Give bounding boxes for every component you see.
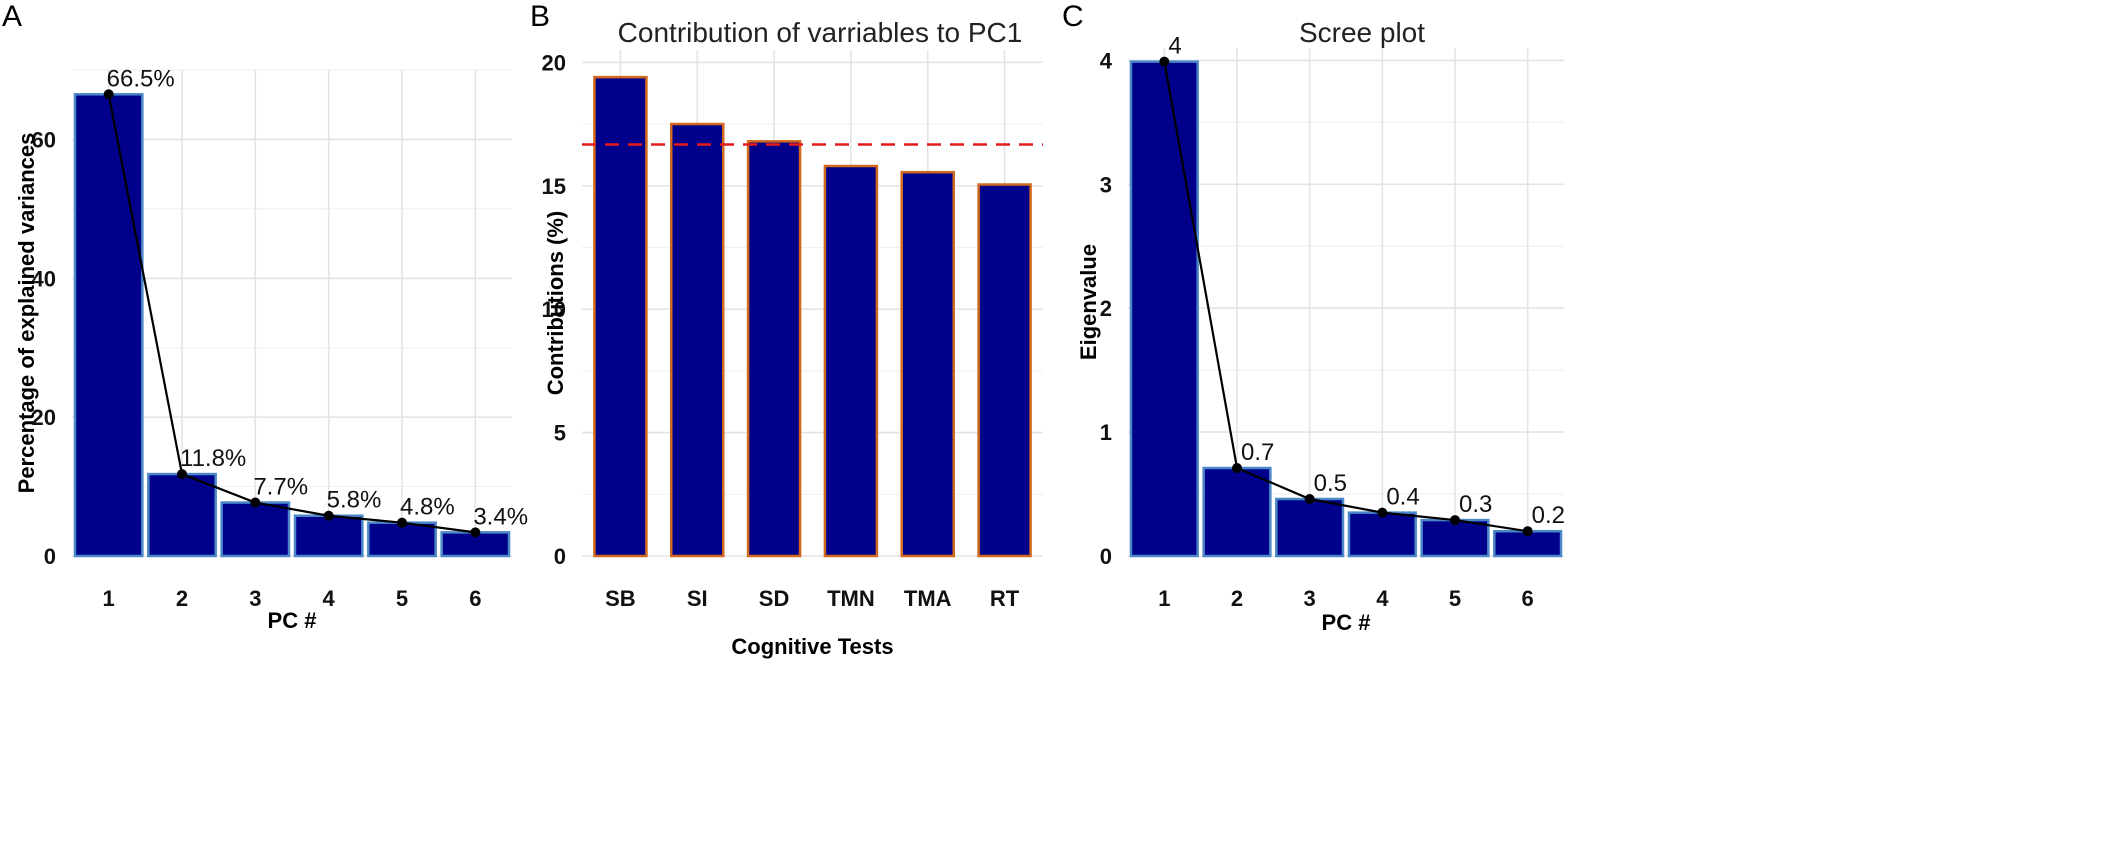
chart-panel-b: B Contribution of varriables to PC1 0 5 10 15…	[530, 0, 1043, 659]
x-tick-label: SD	[759, 586, 790, 611]
y-tick-label: 15	[542, 174, 566, 199]
x-tick-label: 3	[1304, 586, 1316, 611]
x-tick-label: SB	[605, 586, 636, 611]
series-point	[1377, 507, 1388, 518]
data-label: 11.8%	[180, 445, 246, 472]
data-label: 5.8%	[327, 487, 382, 514]
x-tick-label: 2	[176, 586, 188, 611]
series-point	[1232, 463, 1242, 474]
y-tick-label: 0	[1100, 544, 1112, 569]
data-label: 7.7%	[253, 474, 308, 501]
data-label: 0.2	[1532, 502, 1565, 529]
series-point	[470, 527, 481, 538]
bar	[73, 93, 144, 558]
x-axis-title: PC #	[268, 608, 317, 633]
series-point	[397, 517, 407, 528]
bar	[1347, 511, 1417, 558]
y-axis-title: Eigenvalue	[1076, 244, 1101, 360]
y-axis-title: Percentage of explained variances	[14, 133, 39, 494]
series-point	[1304, 494, 1315, 505]
data-label: 4	[1168, 33, 1181, 60]
chart-title: Contribution of varriables to PC1	[618, 17, 1023, 48]
series-point	[177, 469, 187, 480]
data-label: 0.5	[1314, 470, 1347, 497]
x-tick-label: 1	[1158, 586, 1170, 611]
data-label: 3.4%	[473, 503, 528, 530]
series-line	[1163, 61, 1528, 533]
bar	[823, 164, 879, 558]
x-tick-label: 6	[469, 586, 481, 611]
y-tick-label: 20	[542, 50, 566, 75]
x-tick-label: 5	[396, 586, 408, 611]
y-tick-label: 60	[32, 127, 56, 152]
bar	[1129, 60, 1199, 558]
x-tick-label: 6	[1522, 586, 1534, 611]
series-point	[250, 497, 261, 508]
series-point	[323, 510, 334, 521]
y-tick-label: 5	[554, 421, 566, 446]
y-tick-label: 10	[542, 297, 566, 322]
data-label: 66.5%	[107, 65, 175, 92]
y-tick-label: 20	[32, 405, 56, 430]
panel-label: A	[2, 0, 22, 33]
y-tick-label: 2	[1100, 296, 1112, 321]
chart-title: Scree plot	[1299, 17, 1425, 48]
bar	[220, 501, 291, 558]
bar	[147, 472, 217, 558]
bar	[293, 514, 364, 558]
x-tick-label: 4	[323, 586, 336, 611]
bar	[1275, 497, 1345, 558]
bar	[746, 140, 802, 558]
series-point	[1159, 56, 1170, 67]
data-label: 0.7	[1241, 439, 1274, 466]
y-axis-title: Contributions (%)	[543, 211, 568, 396]
x-axis-title: PC #	[1322, 610, 1371, 635]
panel-label: C	[1062, 0, 1084, 33]
bar	[1202, 466, 1272, 558]
bar	[670, 122, 725, 558]
x-tick-label: 2	[1231, 586, 1243, 611]
x-tick-label: RT	[990, 586, 1020, 611]
x-tick-label: TMN	[827, 586, 875, 611]
x-tick-label: 4	[1376, 586, 1389, 611]
data-label: 4.8%	[400, 494, 455, 521]
x-tick-label: SI	[687, 586, 708, 611]
chart-panel-a: A 0 20 40 60 66.5% 11.8% 7.7% 5.8% 4.8% 3.4% 1 2 3 4 5 6…	[2, 0, 528, 633]
y-tick-label: 0	[554, 544, 566, 569]
x-axis-title: Cognitive Tests	[731, 634, 893, 659]
bar	[900, 170, 955, 558]
bar	[977, 183, 1032, 558]
x-tick-label: 1	[103, 586, 115, 611]
bar	[1420, 518, 1490, 558]
series-point	[1450, 515, 1460, 526]
x-tick-label: 5	[1449, 586, 1461, 611]
data-label: 0.3	[1459, 491, 1492, 518]
x-tick-label: TMA	[904, 586, 952, 611]
series-line	[107, 94, 476, 534]
bar	[593, 75, 648, 558]
y-tick-label: 4	[1100, 48, 1113, 73]
chart-panel-c: C Scree plot 0 1 2 3 4 4 0.7 0.5 0.4 0.3 0.2 1 2 3 4 5 6 PC…	[1062, 0, 1565, 635]
x-tick-label: 3	[249, 586, 261, 611]
series-point	[1522, 526, 1533, 537]
y-tick-label: 0	[44, 544, 56, 569]
y-tick-label: 1	[1100, 420, 1112, 445]
y-tick-label: 3	[1100, 172, 1112, 197]
series-point	[103, 89, 114, 100]
data-label: 0.4	[1386, 484, 1419, 511]
y-tick-label: 40	[32, 266, 56, 291]
panel-label: B	[530, 0, 550, 33]
bar	[367, 521, 437, 558]
